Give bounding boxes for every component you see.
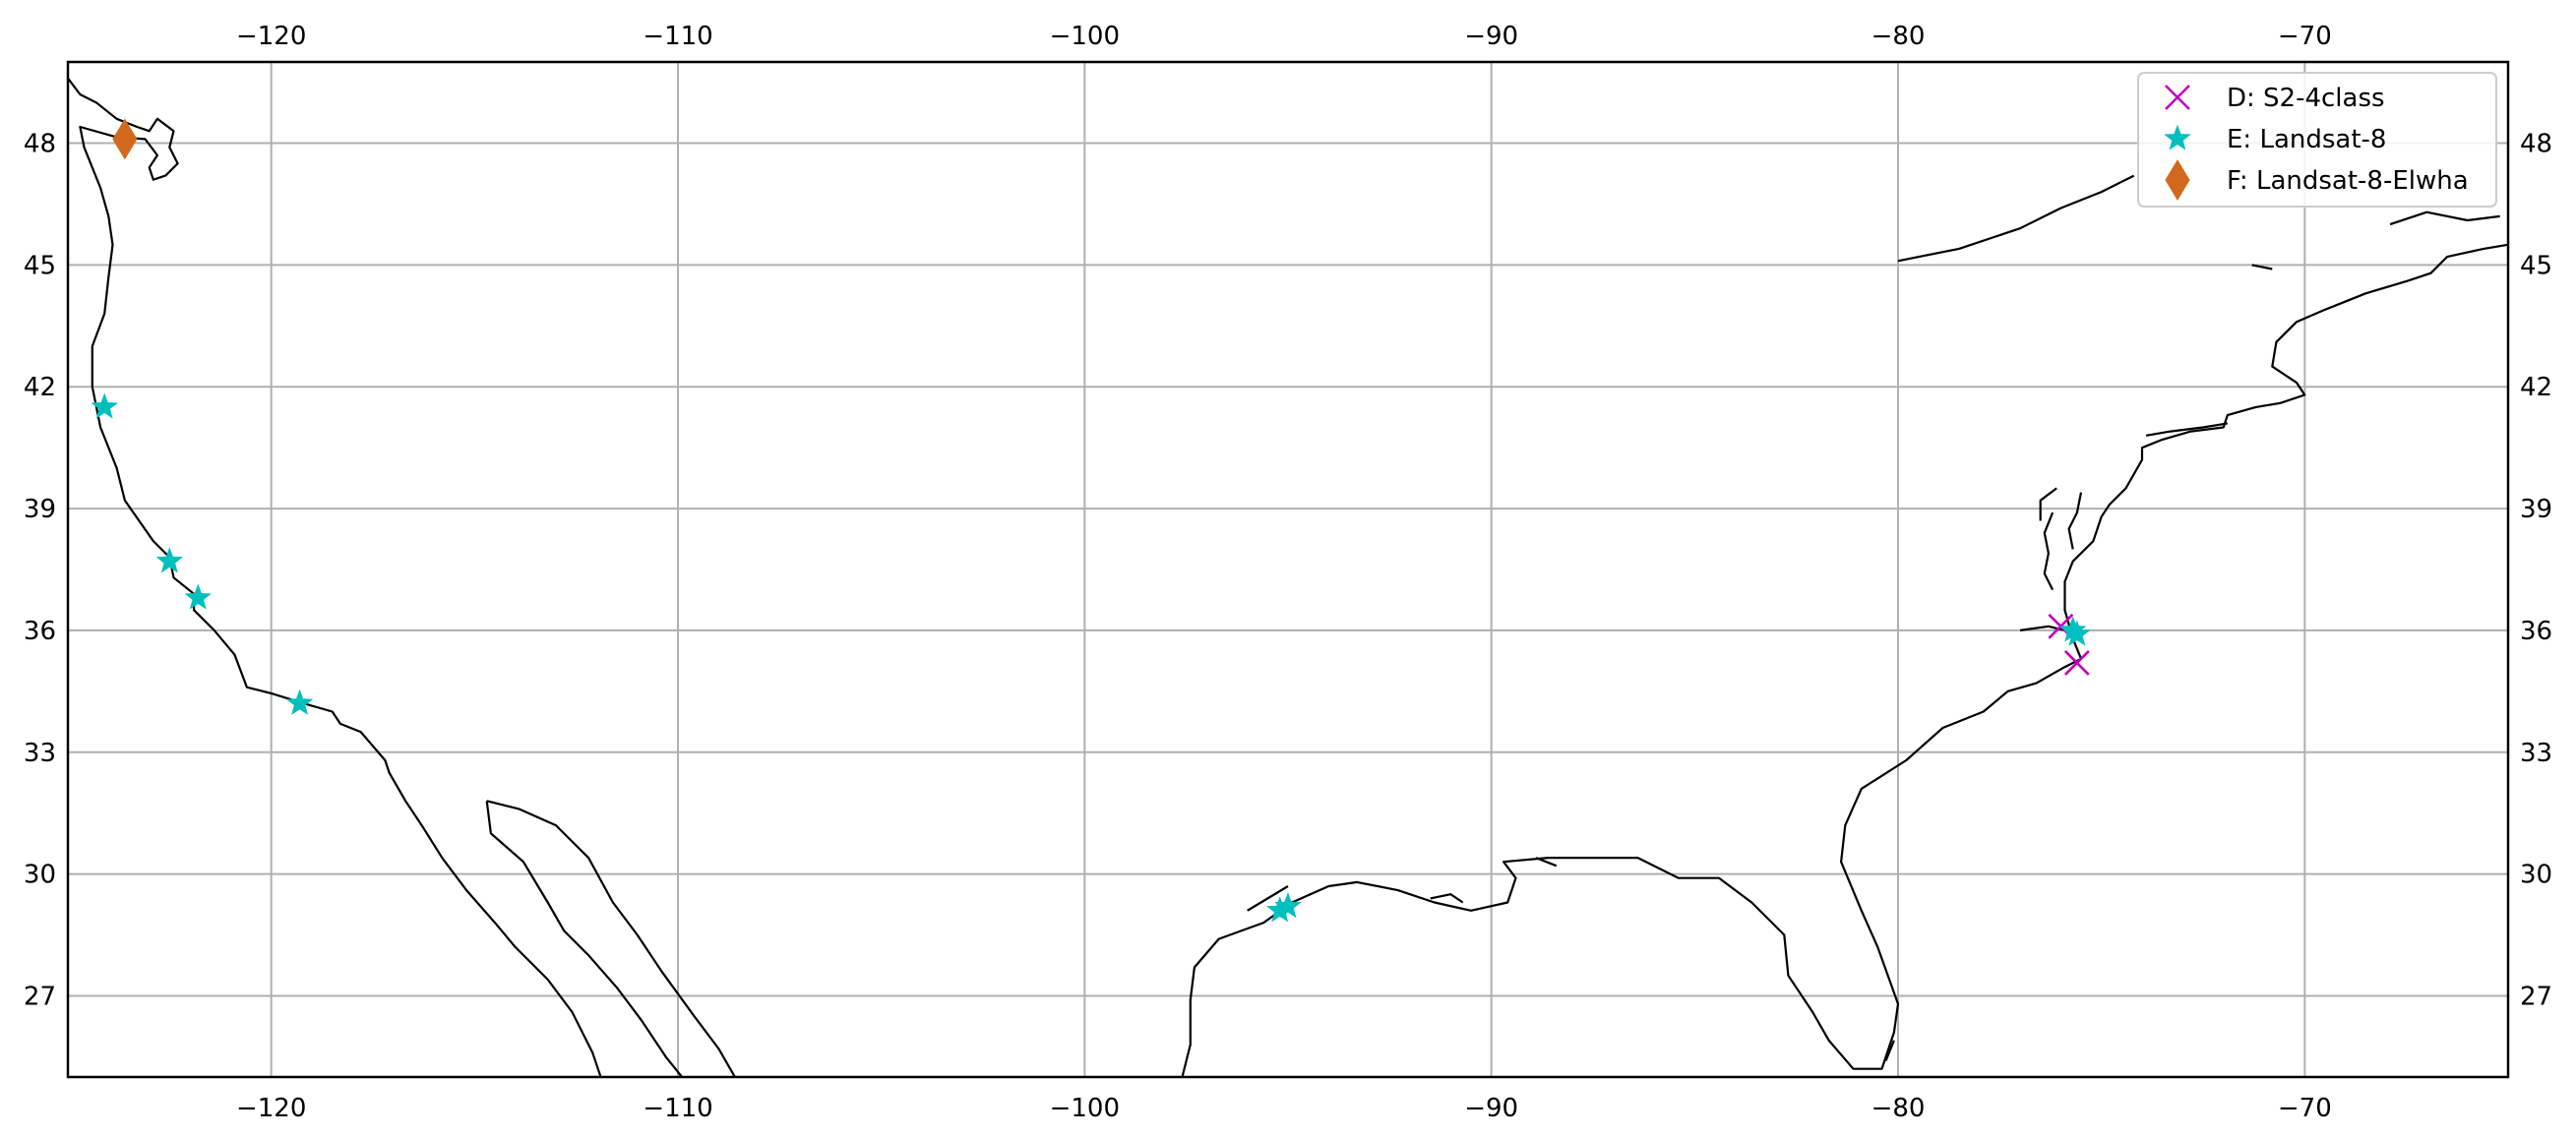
legend-marker-diamond <box>2165 159 2190 201</box>
y-tick-label-left: 33 <box>24 739 56 768</box>
gridlines <box>68 62 2508 1077</box>
legend: D: S2-4class E: Landsat-8 F: Landsat-8-Elw… <box>2137 72 2497 208</box>
data-point-star <box>2059 616 2087 642</box>
y-tick-label-right: 36 <box>2520 617 2552 646</box>
y-tick-label-right: 42 <box>2520 373 2552 402</box>
y-tick-label-right: 48 <box>2520 130 2552 159</box>
y-tick-label-right: 33 <box>2520 739 2552 768</box>
coastline <box>1247 885 1289 912</box>
y-tick-label-right: 45 <box>2520 251 2552 280</box>
y-tick-label-left: 36 <box>24 617 56 646</box>
data-point-star <box>155 547 184 573</box>
legend-marker-star <box>2164 124 2191 150</box>
x-tick-label-bottom: −80 <box>1871 1094 1926 1123</box>
x-tick-label-bottom: −120 <box>236 1094 306 1123</box>
legend-label: E: Landsat-8 <box>2227 125 2386 154</box>
y-tick-label-right: 27 <box>2520 982 2552 1011</box>
x-tick-label-top: −90 <box>1464 22 1518 51</box>
legend-marker-x <box>2165 85 2190 110</box>
x-tick-label-bottom: −70 <box>2278 1094 2332 1123</box>
y-tick-label-right: 39 <box>2520 495 2552 524</box>
coastline <box>2067 492 2083 550</box>
y-tick-label-left: 45 <box>24 251 56 280</box>
data-point-star <box>1274 892 1302 919</box>
x-tick-label-top: −80 <box>1871 22 1926 51</box>
y-tick-label-left: 30 <box>24 861 56 890</box>
data-markers <box>91 118 2091 923</box>
data-point-star <box>91 392 118 419</box>
coastline <box>1897 174 2135 263</box>
legend-label: D: S2-4class <box>2227 84 2385 113</box>
y-tick-label-right: 30 <box>2520 861 2552 890</box>
legend-label: F: Landsat-8-Elwha <box>2227 166 2469 196</box>
y-tick-label-left: 48 <box>24 130 56 159</box>
coastline <box>1535 857 1558 868</box>
x-tick-label-bottom: −110 <box>643 1094 712 1123</box>
coastlines <box>68 77 2508 1077</box>
coastline <box>2043 511 2055 591</box>
y-tick-label-left: 27 <box>24 982 56 1011</box>
coastline <box>1430 893 1464 904</box>
x-tick-label-bottom: −100 <box>1050 1094 1120 1123</box>
x-tick-label-top: −110 <box>643 22 712 51</box>
data-point-star <box>184 583 212 610</box>
y-tick-label-left: 39 <box>24 495 56 524</box>
coastline <box>486 800 736 1077</box>
coastline <box>1884 1040 1895 1061</box>
coastline <box>2145 422 2228 437</box>
coastline <box>2251 264 2273 270</box>
y-tick-label-left: 42 <box>24 373 56 402</box>
coastline <box>485 801 683 1077</box>
x-tick-label-top: −120 <box>236 22 306 51</box>
x-tick-label-bottom: −90 <box>1464 1094 1518 1123</box>
coastline <box>68 77 602 1077</box>
map-frame <box>66 60 2510 1079</box>
data-point-star <box>285 689 314 715</box>
data-point-x <box>2063 650 2090 676</box>
coastline <box>1181 243 2508 1077</box>
legend-box <box>2137 72 2497 208</box>
coastline <box>2389 210 2500 226</box>
axis-ticks: −120 −120 −110 −110 −100 −100 −90 −90 −80 −80 −70 −… <box>24 22 2552 1123</box>
coastline <box>2039 487 2057 521</box>
x-tick-label-top: −70 <box>2278 22 2332 51</box>
data-point-diamond <box>112 118 138 160</box>
x-tick-label-top: −100 <box>1050 22 1120 51</box>
